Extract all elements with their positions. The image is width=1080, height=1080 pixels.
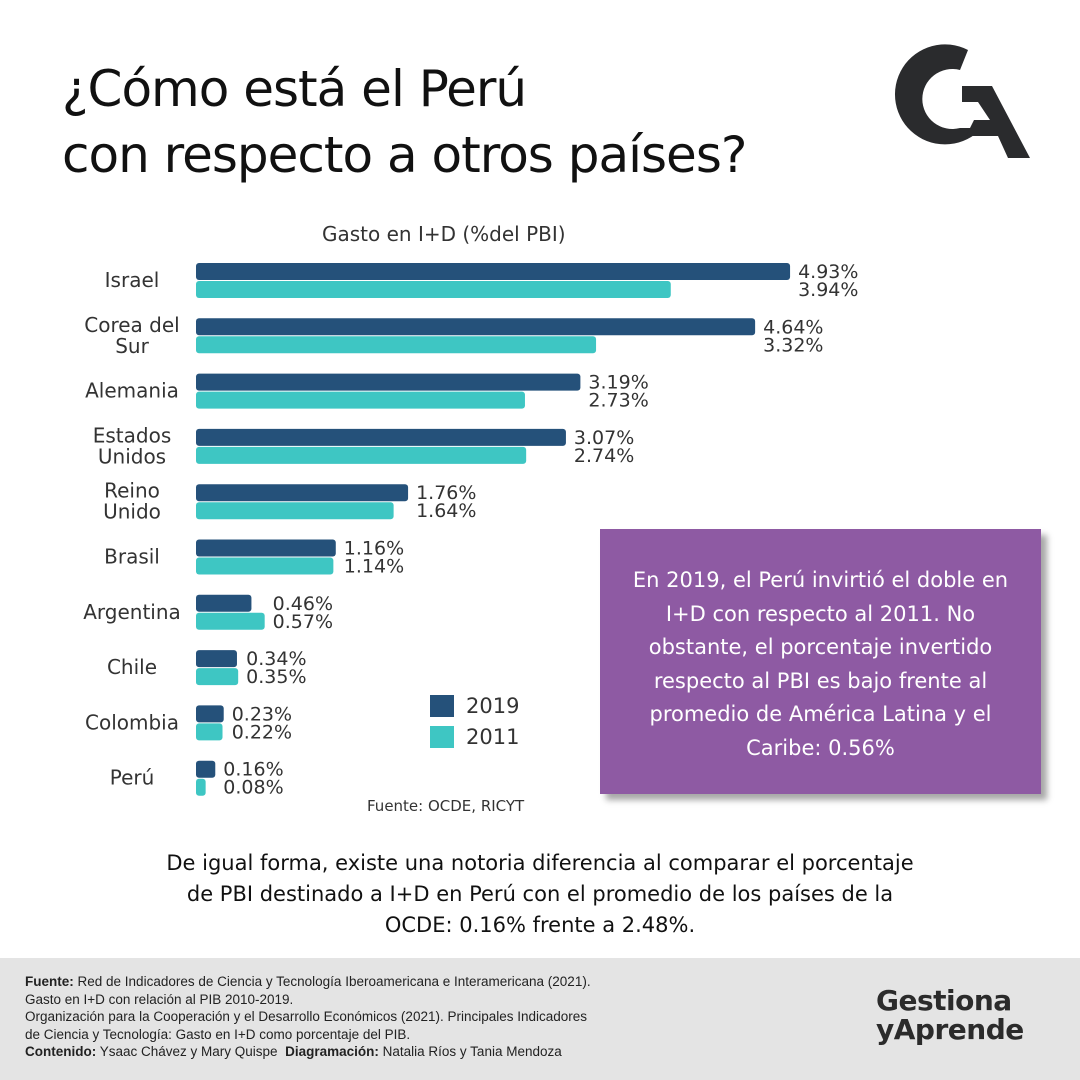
- value-label: 1.64%: [416, 500, 476, 522]
- value-label: 1.76%: [416, 482, 476, 504]
- fuente-label: Fuente:: [25, 974, 74, 989]
- fuente-4: de Ciencia y Tecnología: Gasto en I+D co…: [25, 1026, 411, 1042]
- brand-logo: Gestiona yAprende: [876, 986, 1024, 1044]
- fuente-3: Organización para la Cooperación y el De…: [25, 1009, 588, 1024]
- bar-2011: [196, 391, 525, 409]
- legend-item-2011: 2011: [430, 721, 519, 752]
- title-line-1: ¿Cómo está el Perú: [62, 60, 527, 118]
- category-label: Corea del: [84, 313, 179, 337]
- bar-2011: [196, 668, 239, 686]
- footer: Fuente: Red de Indicadores de Ciencia y …: [0, 958, 1080, 1080]
- category-label: Perú: [110, 766, 155, 790]
- bar-2019: [196, 594, 252, 612]
- category-label: Argentina: [83, 600, 181, 624]
- value-label: 0.34%: [246, 648, 306, 670]
- value-label: 4.93%: [798, 261, 858, 283]
- bar-2019: [196, 373, 581, 391]
- category-label: Chile: [107, 655, 157, 679]
- diagramacion: Natalia Ríos y Tania Mendoza: [382, 1044, 562, 1059]
- legend-swatch-2011: [430, 725, 454, 748]
- category-label: Sur: [115, 334, 149, 358]
- value-label: 1.14%: [344, 556, 404, 578]
- bar-2019: [196, 263, 791, 280]
- bar-2019: [196, 428, 566, 446]
- value-label: 0.46%: [273, 593, 333, 615]
- chart-source: Fuente: OCDE, RICYT: [367, 797, 525, 815]
- value-label: 2.73%: [588, 390, 648, 412]
- bar-2019: [196, 539, 336, 557]
- value-label: 0.23%: [232, 703, 292, 725]
- bar-2011: [196, 502, 394, 520]
- value-label: 1.16%: [344, 538, 404, 560]
- value-label: 0.16%: [223, 759, 283, 781]
- bar-2011: [196, 281, 671, 298]
- bar-2011: [196, 336, 597, 354]
- category-label: Brasil: [104, 545, 160, 569]
- category-label: Reino: [104, 479, 160, 503]
- diagramacion-label: Diagramación:: [285, 1044, 379, 1059]
- callout-box: En 2019, el Perú invirtió el doble en I+…: [600, 529, 1041, 794]
- category-label: Unido: [103, 500, 161, 524]
- category-label: Estados: [93, 423, 172, 447]
- brand-line-2: yAprende: [876, 1013, 1024, 1046]
- bar-2011: [196, 446, 527, 464]
- value-label: 3.32%: [763, 334, 823, 356]
- bar-2011: [196, 778, 206, 796]
- bar-2011: [196, 557, 334, 575]
- value-label: 0.35%: [246, 666, 306, 688]
- category-label: Colombia: [85, 710, 179, 734]
- ga-logo: [894, 44, 1030, 158]
- value-label: 3.19%: [588, 372, 648, 394]
- fuente-2: Gasto en I+D con relación al PIB 2010-20…: [25, 991, 294, 1007]
- footer-credits: Fuente: Red de Indicadores de Ciencia y …: [25, 973, 591, 1061]
- legend: 2019 2011: [430, 690, 519, 752]
- value-label: 0.57%: [273, 611, 333, 633]
- page-title: ¿Cómo está el Perú con respecto a otros …: [62, 56, 747, 188]
- contenido-label: Contenido:: [25, 1044, 97, 1059]
- legend-label: 2019: [466, 693, 520, 718]
- brand-line-1: Gestiona: [876, 984, 1012, 1017]
- note-text: De igual forma, existe una notoria difer…: [166, 851, 914, 937]
- value-label: 3.94%: [798, 279, 858, 301]
- bar-2019: [196, 760, 216, 778]
- legend-item-2019: 2019: [430, 690, 519, 721]
- value-label: 3.07%: [574, 427, 634, 449]
- bar-2011: [196, 723, 223, 741]
- category-label: Israel: [105, 268, 160, 292]
- value-label: 0.08%: [223, 777, 283, 799]
- legend-swatch-2019: [430, 694, 454, 717]
- bar-2019: [196, 484, 409, 502]
- legend-label: 2011: [466, 724, 520, 749]
- bar-2019: [196, 650, 237, 668]
- category-label: Unidos: [98, 444, 166, 468]
- value-label: 2.74%: [574, 445, 634, 467]
- bar-2011: [196, 612, 265, 630]
- value-label: 4.64%: [763, 316, 823, 338]
- chart-title: Gasto en I+D (%del PBI): [322, 222, 566, 246]
- fuente-1: Red de Indicadores de Ciencia y Tecnolog…: [77, 974, 591, 989]
- category-label: Alemania: [85, 379, 179, 403]
- contenido: Ysaac Chávez y Mary Quispe: [99, 1044, 278, 1059]
- bar-2019: [196, 705, 224, 723]
- value-label: 0.22%: [232, 721, 292, 743]
- title-line-2: con respecto a otros países?: [62, 126, 747, 184]
- bar-2019: [196, 318, 756, 336]
